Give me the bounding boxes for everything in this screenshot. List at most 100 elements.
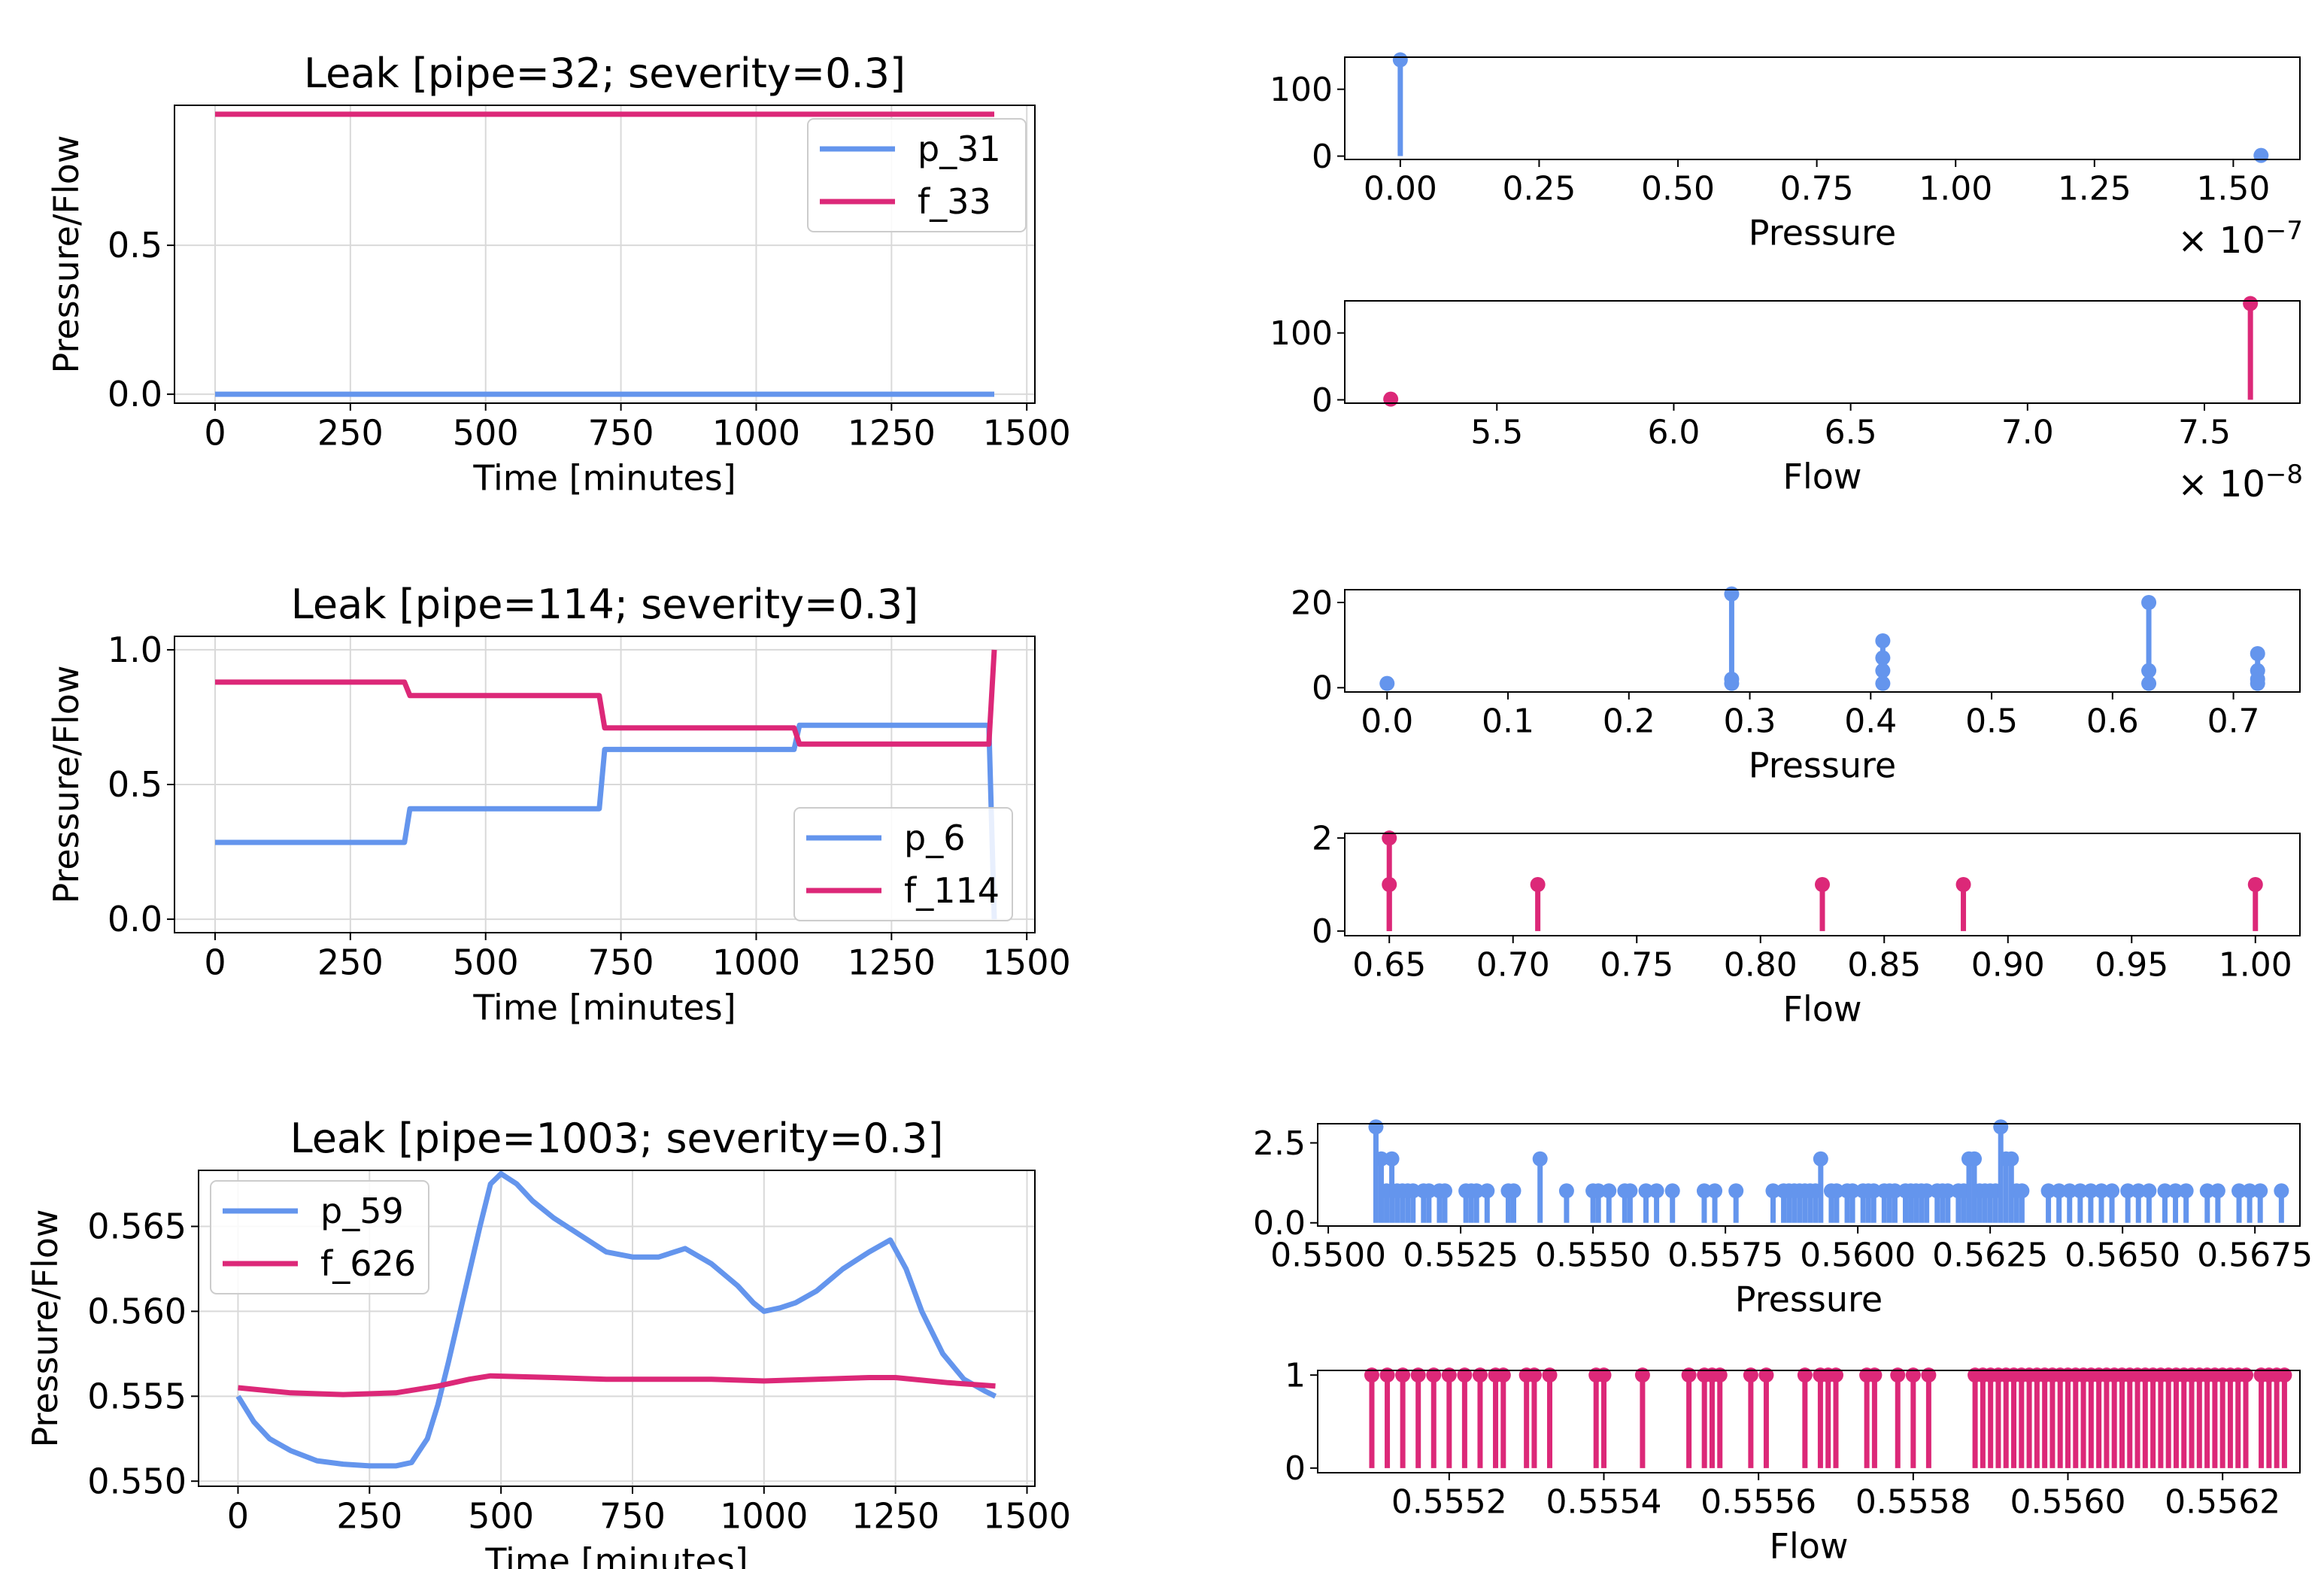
stem-marker bbox=[2131, 1183, 2147, 1199]
x-tick-label: 0.4 bbox=[1844, 703, 1897, 741]
y-tick-label: 0.5 bbox=[108, 764, 162, 805]
stem-marker bbox=[2083, 1183, 2098, 1199]
series-line-p_6 bbox=[215, 722, 997, 920]
y-tick-label: 0.0 bbox=[108, 899, 162, 939]
stem-marker bbox=[2210, 1183, 2225, 1199]
stem-marker bbox=[1813, 1151, 1828, 1167]
chart-h1p: 0.00 0.25 0.50 0.75 1.00 1.25 1.50 0 100 Pressure… bbox=[1270, 52, 2303, 262]
stem-marker bbox=[1696, 1183, 1712, 1199]
x-tick-label: 0.5500 bbox=[1270, 1237, 1386, 1275]
stem-marker bbox=[1707, 1183, 1723, 1199]
x-tick-label: 6.0 bbox=[1647, 414, 1700, 452]
stem-marker bbox=[2238, 1367, 2254, 1383]
stem-marker bbox=[1421, 1183, 1437, 1199]
x-tick-label: 0.65 bbox=[1352, 946, 1426, 985]
x-tick-label: 0.00 bbox=[1364, 170, 1437, 208]
x-tick-label: 0.3 bbox=[1724, 703, 1776, 741]
y-tick-label: 100 bbox=[1270, 314, 1333, 353]
x-tick-label: 0.5558 bbox=[1855, 1483, 1971, 1522]
x-tick-label: 1.25 bbox=[2058, 170, 2131, 208]
stem-marker bbox=[1875, 633, 1891, 648]
stem-marker bbox=[1993, 1119, 2009, 1135]
stem-marker bbox=[1506, 1183, 1522, 1199]
stem-marker bbox=[2231, 1183, 2247, 1199]
y-tick-label: 0 bbox=[1312, 669, 1333, 708]
y-tick-label: 2.5 bbox=[1253, 1124, 1306, 1163]
x-tick-label: 0.5650 bbox=[2065, 1237, 2180, 1275]
chart-h2f: 0.65 0.70 0.75 0.80 0.85 0.90 0.95 1.00 0 2 Flow bbox=[1312, 820, 2301, 1030]
x-tick-label: 250 bbox=[336, 1495, 402, 1536]
x-tick-label: 1250 bbox=[848, 412, 936, 453]
stem-marker bbox=[1382, 830, 1397, 846]
stem-marker bbox=[1405, 1183, 1421, 1199]
stem-marker bbox=[1940, 1183, 1955, 1199]
legend: p_59 f_626 bbox=[210, 1180, 429, 1294]
axes-frame bbox=[1344, 833, 2301, 936]
stem-marker bbox=[1479, 1183, 1495, 1199]
legend-label-p_31: p_31 bbox=[918, 129, 1001, 169]
legend-label-p_59: p_59 bbox=[320, 1191, 404, 1231]
x-tick-label: 250 bbox=[317, 942, 384, 982]
x-tick-label: 500 bbox=[453, 942, 519, 982]
stem-marker bbox=[1472, 1367, 1488, 1383]
x-axis-label: Pressure bbox=[1749, 745, 1896, 786]
axes-frame bbox=[198, 1170, 1036, 1487]
x-tick-label: 750 bbox=[588, 942, 654, 982]
stem-marker bbox=[2157, 1183, 2173, 1199]
stem-marker bbox=[2120, 1183, 2136, 1199]
stem-marker bbox=[1437, 1183, 1452, 1199]
y-tick-label: 0 bbox=[1312, 381, 1333, 420]
y-axis-label: Pressure/Flow bbox=[46, 135, 86, 374]
stem-marker bbox=[1558, 1183, 1574, 1199]
y-tick-label: 1.0 bbox=[108, 630, 162, 670]
stem-marker bbox=[1379, 675, 1395, 691]
stem-marker bbox=[1828, 1367, 1843, 1383]
series-line-p_59 bbox=[235, 1171, 997, 1469]
stem-marker bbox=[1875, 663, 1891, 678]
y-axis-label: Pressure/Flow bbox=[25, 1209, 65, 1448]
y-tick-label: 0.560 bbox=[87, 1291, 187, 1332]
stem-marker bbox=[1634, 1367, 1650, 1383]
x-tick-label: 0.75 bbox=[1780, 170, 1854, 208]
stem-marker bbox=[1758, 1367, 1774, 1383]
stem-marker bbox=[1601, 1183, 1617, 1199]
stem-marker bbox=[1967, 1151, 1983, 1167]
stem-marker bbox=[1905, 1367, 1921, 1383]
chart-title: Leak [pipe=32; severity=0.3] bbox=[304, 50, 906, 97]
stem-marker bbox=[2104, 1183, 2120, 1199]
y-tick-label: 0 bbox=[1312, 912, 1333, 951]
x-tick-label: 0.5562 bbox=[2165, 1483, 2280, 1522]
offset-text: × 10−8 bbox=[2177, 460, 2303, 505]
stem-marker bbox=[2253, 147, 2269, 163]
y-tick-label: 0 bbox=[1312, 138, 1333, 176]
offset-exponent: −7 bbox=[2265, 216, 2303, 246]
stem-marker bbox=[1395, 1367, 1411, 1383]
x-tick-label: 7.0 bbox=[2001, 414, 2054, 452]
x-tick-label: 0.5675 bbox=[2197, 1237, 2313, 1275]
x-tick-label: 1000 bbox=[712, 412, 800, 453]
x-tick-label: 0.85 bbox=[1847, 946, 1921, 985]
stem-marker bbox=[2168, 1183, 2183, 1199]
x-axis-label: Time [minutes] bbox=[484, 1540, 748, 1569]
chart-h1f: 5.5 6.0 6.5 7.0 7.5 0 100 Flow × 10−8 bbox=[1270, 296, 2303, 505]
x-axis-label: Time [minutes] bbox=[472, 457, 736, 498]
x-tick-label: 0 bbox=[204, 412, 226, 453]
stem-marker bbox=[1921, 1367, 1937, 1383]
stem-marker bbox=[2242, 1183, 2258, 1199]
stem-marker bbox=[2253, 1183, 2268, 1199]
stem-marker bbox=[1712, 1367, 1728, 1383]
x-tick-label: 1000 bbox=[712, 942, 800, 982]
x-tick-label: 0.5575 bbox=[1667, 1237, 1783, 1275]
axes-frame bbox=[1344, 56, 2301, 160]
x-tick-label: 0.5556 bbox=[1701, 1483, 1816, 1522]
stem-marker bbox=[1638, 1183, 1654, 1199]
x-tick-label: 1500 bbox=[983, 412, 1071, 453]
axes-frame bbox=[1317, 1370, 2301, 1473]
legend-label-f_114: f_114 bbox=[904, 870, 1000, 911]
x-axis-label: Flow bbox=[1782, 457, 1861, 497]
stem-marker bbox=[1469, 1183, 1485, 1199]
stem-marker bbox=[1591, 1183, 1606, 1199]
x-tick-label: 0.70 bbox=[1476, 946, 1550, 985]
stem-marker bbox=[2051, 1183, 2067, 1199]
